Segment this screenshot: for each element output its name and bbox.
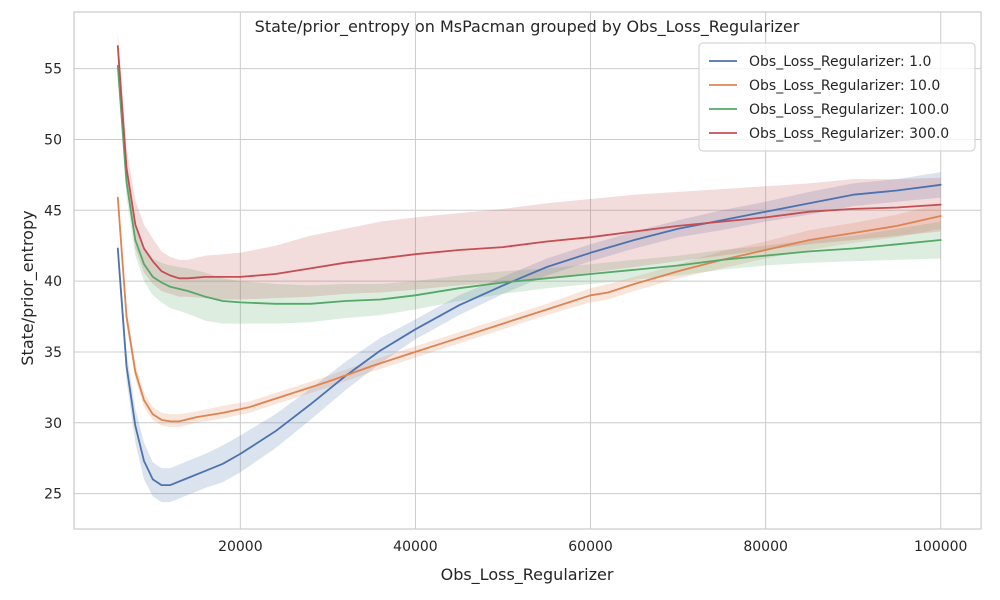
y-tick-labels: 25 30 35 40 45 50 55 — [44, 62, 62, 503]
y-tick-label: 55 — [44, 62, 62, 78]
y-tick-label: 40 — [44, 274, 62, 290]
series-4-confidence-band — [117, 31, 941, 300]
x-tick-label: 40000 — [393, 539, 438, 555]
series-1-confidence-band — [117, 172, 941, 503]
x-axis-label: Obs_Loss_Regularizer — [441, 565, 614, 585]
series-3-confidence-band — [117, 53, 941, 324]
series-2-line — [116, 196, 942, 423]
chart-title: State/prior_entropy on MsPacman grouped … — [255, 17, 800, 37]
legend: Obs_Loss_Regularizer: 1.0 Obs_Loss_Regula… — [698, 42, 976, 152]
series-4-line — [116, 45, 942, 280]
y-axis-label: State/prior_entropy — [18, 210, 38, 365]
confidence-bands — [117, 31, 941, 503]
series-lines — [116, 45, 942, 487]
legend-label-series-3: Obs_Loss_Regularizer: 100.0 — [749, 102, 949, 118]
y-tick-label: 50 — [44, 132, 62, 148]
x-tick-label: 60000 — [568, 539, 613, 555]
legend-label-series-2: Obs_Loss_Regularizer: 10.0 — [749, 78, 940, 94]
y-tick-label: 30 — [44, 416, 62, 432]
legend-box — [698, 42, 976, 152]
x-tick-labels: 20000 40000 60000 80000 100000 — [218, 539, 967, 555]
series-1-line — [116, 183, 942, 487]
legend-label-series-1: Obs_Loss_Regularizer: 1.0 — [749, 54, 931, 70]
x-tick-label: 100000 — [914, 539, 967, 555]
x-tick-label: 20000 — [218, 539, 263, 555]
legend-label-series-4: Obs_Loss_Regularizer: 300.0 — [749, 126, 949, 142]
y-tick-label: 35 — [44, 345, 62, 361]
y-tick-label: 25 — [44, 487, 62, 503]
plot-frame — [73, 11, 982, 530]
series-3-line — [116, 64, 942, 305]
y-tick-label: 45 — [44, 203, 62, 219]
x-tick-label: 80000 — [743, 539, 788, 555]
